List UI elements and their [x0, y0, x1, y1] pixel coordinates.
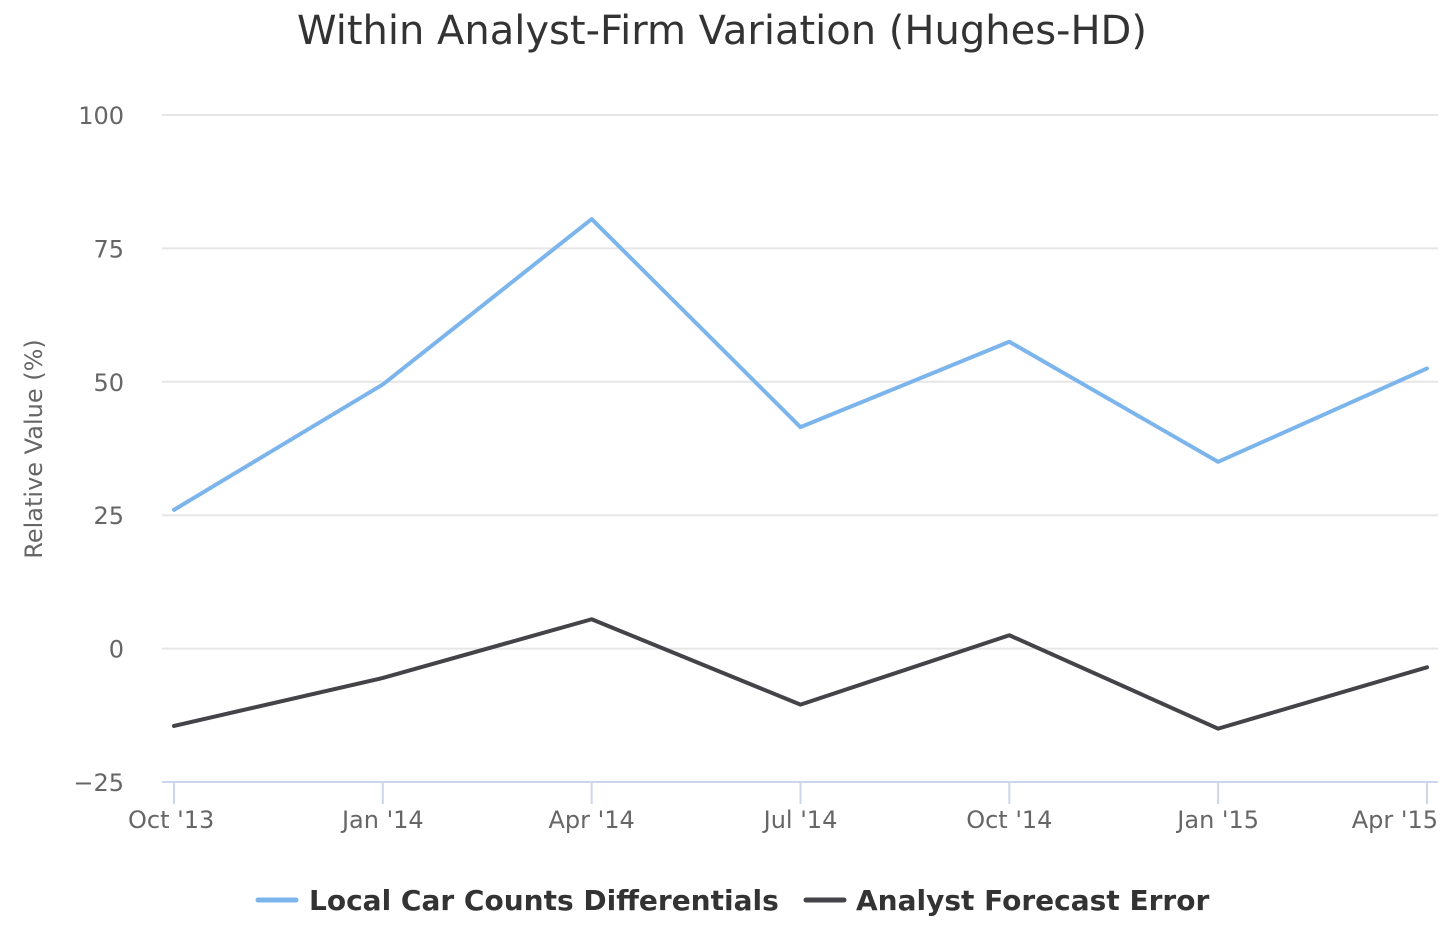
- x-tick-label: Oct '13: [128, 806, 214, 834]
- y-tick-label: 0: [109, 636, 124, 664]
- x-tick-label: Oct '14: [966, 806, 1052, 834]
- y-tick-label: −25: [73, 769, 124, 797]
- chart-title: Within Analyst-Firm Variation (Hughes-HD…: [297, 8, 1147, 54]
- y-axis-title: Relative Value (%): [20, 339, 48, 558]
- legend-label[interactable]: Analyst Forecast Error: [856, 884, 1209, 917]
- legend: Local Car Counts Differentials Analyst Fo…: [255, 884, 1209, 917]
- y-axis-tick-labels: 100 75 50 25 0 −25: [73, 102, 124, 797]
- series-line-1[interactable]: [172, 217, 1429, 512]
- gridlines: [162, 114, 1438, 650]
- y-tick-label: 100: [78, 102, 124, 130]
- y-tick-label: 75: [93, 235, 124, 263]
- x-tick-label: Apr '14: [549, 806, 635, 834]
- series-line-2[interactable]: [172, 617, 1429, 731]
- series-lines: [172, 217, 1429, 731]
- x-tick-label: Jul '14: [762, 806, 838, 834]
- x-tick-label: Apr '15: [1352, 806, 1438, 834]
- x-axis-ticks: Oct '13 Jan '14 Apr '14 Jul '14 Oct '14 Jan '…: [128, 782, 1438, 834]
- x-tick-label: Jan '14: [340, 806, 424, 834]
- y-tick-label: 25: [93, 502, 124, 530]
- y-tick-label: 50: [93, 369, 124, 397]
- x-tick-label: Jan '15: [1175, 806, 1259, 834]
- legend-label[interactable]: Local Car Counts Differentials: [309, 884, 779, 917]
